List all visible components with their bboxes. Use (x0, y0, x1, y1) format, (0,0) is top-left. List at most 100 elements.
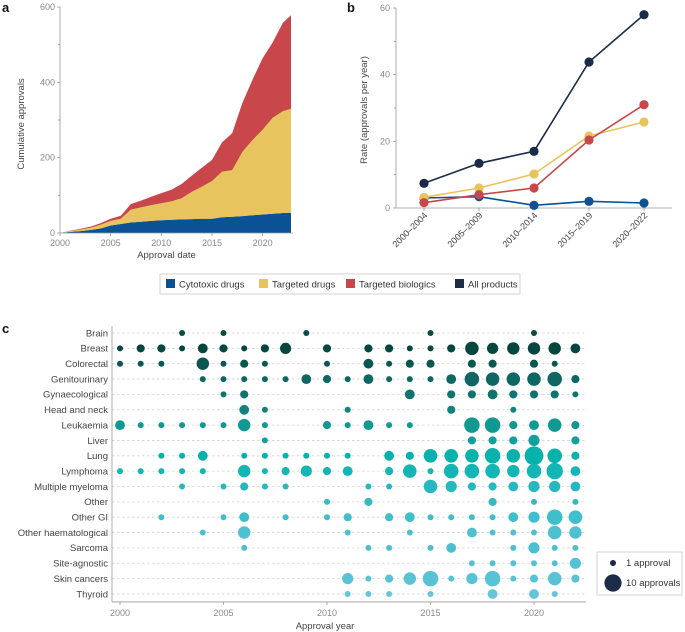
panel-c-category-label: Head and neck (44, 405, 108, 416)
bubble-breast (447, 344, 456, 353)
panel-a-x-tick-label: 2020 (253, 238, 273, 248)
bubble-other-haematological (467, 527, 477, 538)
bubble-colorectal (158, 360, 165, 367)
bubble-multiple-myeloma (220, 483, 227, 490)
panel-c-category-label: Gynaecological (43, 390, 108, 401)
bubble-breast (364, 344, 373, 353)
bubble-lung (465, 449, 479, 463)
bubble-lymphoma (464, 463, 480, 479)
panel-c-category-label: Site-agnostic (53, 559, 108, 570)
bubble-lung (444, 449, 458, 463)
bubble-colorectal (220, 360, 227, 367)
bubble-breast (465, 341, 479, 356)
bubble-other-gi (158, 514, 165, 521)
bubble-liver (528, 434, 540, 446)
bubble-colorectal (529, 359, 539, 368)
bubble-gynaecological (240, 390, 249, 399)
panel-b-lines (419, 10, 649, 210)
panel-c-category-label: Thyroid (76, 589, 108, 600)
panel-label-c: c (2, 321, 9, 336)
panel-c-category-label: Other haematological (18, 528, 108, 539)
bubble-lymphoma (281, 467, 290, 476)
bubble-leukaemia (261, 422, 268, 429)
bubble-breast (136, 344, 145, 353)
bubble-breast (548, 342, 561, 355)
bubble-other-haematological (489, 529, 496, 536)
bubble-gynaecological (509, 390, 518, 399)
bubble-lymphoma (485, 463, 500, 479)
bubble-head-and-neck (447, 405, 456, 414)
bubble-thyroid (551, 591, 558, 597)
legend-box (159, 273, 521, 295)
bubble-lymphoma (322, 467, 332, 476)
panel-a-chart: 0 200 400 600 2000 2005 2010 2015 2020 Approval … (16, 2, 293, 261)
bubble-colorectal (261, 360, 268, 367)
bubble-thyroid (365, 591, 372, 597)
bubble-breast (527, 342, 541, 355)
bubble-breast (241, 345, 248, 352)
bubble-leukaemia (179, 422, 186, 429)
bubble-multiple-myeloma (423, 479, 438, 494)
panel-a-x-tick-label: 2015 (202, 238, 222, 248)
panel-b-x-tick-label: 2015–2019 (555, 210, 594, 249)
point-targeted-biologics (419, 198, 429, 208)
point-targeted-drugs (474, 183, 484, 193)
point-cytotoxic-drugs (584, 196, 594, 206)
bubble-lung (571, 451, 580, 460)
bubble-sarcoma (446, 543, 457, 553)
bubble-breast (385, 344, 394, 353)
bubble-colorectal (405, 359, 414, 368)
bubble-breast (117, 345, 123, 352)
panel-b-y-tick-label: 60 (380, 3, 390, 13)
bubble-breast (157, 344, 166, 353)
bubble-site-agnostic (468, 560, 475, 567)
bubble-site-agnostic (531, 560, 537, 567)
bubble-lymphoma (117, 468, 123, 475)
bubble-other (531, 498, 537, 505)
legend-label-all-products: All products (468, 280, 518, 291)
panel-b-y-tick-label: 0 (385, 203, 390, 213)
legend-swatch-targeted-biologics (346, 279, 355, 288)
bubble-other-gi (343, 513, 352, 522)
bubble-liver (261, 437, 268, 444)
size-legend: 1 approval 10 approvals (596, 551, 683, 596)
bubble-multiple-myeloma (528, 480, 540, 493)
point-all-products (419, 178, 429, 188)
panel-a-areas (60, 15, 291, 233)
bubble-sarcoma (241, 544, 248, 551)
bubble-breast (487, 342, 499, 354)
panel-c-category-label: Breast (81, 344, 109, 355)
bubble-breast (197, 343, 208, 354)
bubble-lymphoma (443, 463, 459, 479)
bubble-brain (303, 330, 310, 336)
legend-swatch-cytotoxic-drugs (166, 279, 175, 288)
bubble-other-gi (528, 511, 540, 523)
panel-b-y-tick-label: 40 (380, 70, 390, 80)
panel-c-category-label: Brain (86, 328, 108, 339)
bubble-other-gi (220, 514, 227, 521)
bubble-skin-cancers (422, 570, 439, 587)
bubble-site-agnostic (489, 560, 496, 567)
bubble-other-gi (282, 514, 289, 521)
bubble-other-haematological (344, 529, 351, 536)
bubble-leukaemia (199, 422, 206, 429)
size-legend-label-10: 10 approvals (626, 578, 681, 589)
bubble-gynaecological (572, 391, 579, 398)
bubble-site-agnostic (569, 557, 582, 569)
bubble-other-haematological (531, 529, 537, 536)
bubble-sarcoma (386, 544, 393, 551)
bubble-skin-cancers (385, 574, 394, 583)
bubble-leukaemia (115, 420, 125, 430)
bubble-skin-cancers (571, 574, 580, 583)
bubble-genitourinary (547, 371, 562, 387)
area-cytotoxic-drugs (60, 213, 291, 233)
bubble-leukaemia (464, 417, 480, 433)
bubble-genitourinary (485, 372, 500, 386)
bubble-multiple-myeloma (488, 482, 497, 491)
bubble-genitourinary (386, 376, 393, 383)
bubble-other-haematological (406, 529, 413, 536)
bubble-lung (179, 452, 186, 459)
bubble-colorectal (196, 357, 210, 370)
bubble-colorectal (117, 360, 123, 367)
